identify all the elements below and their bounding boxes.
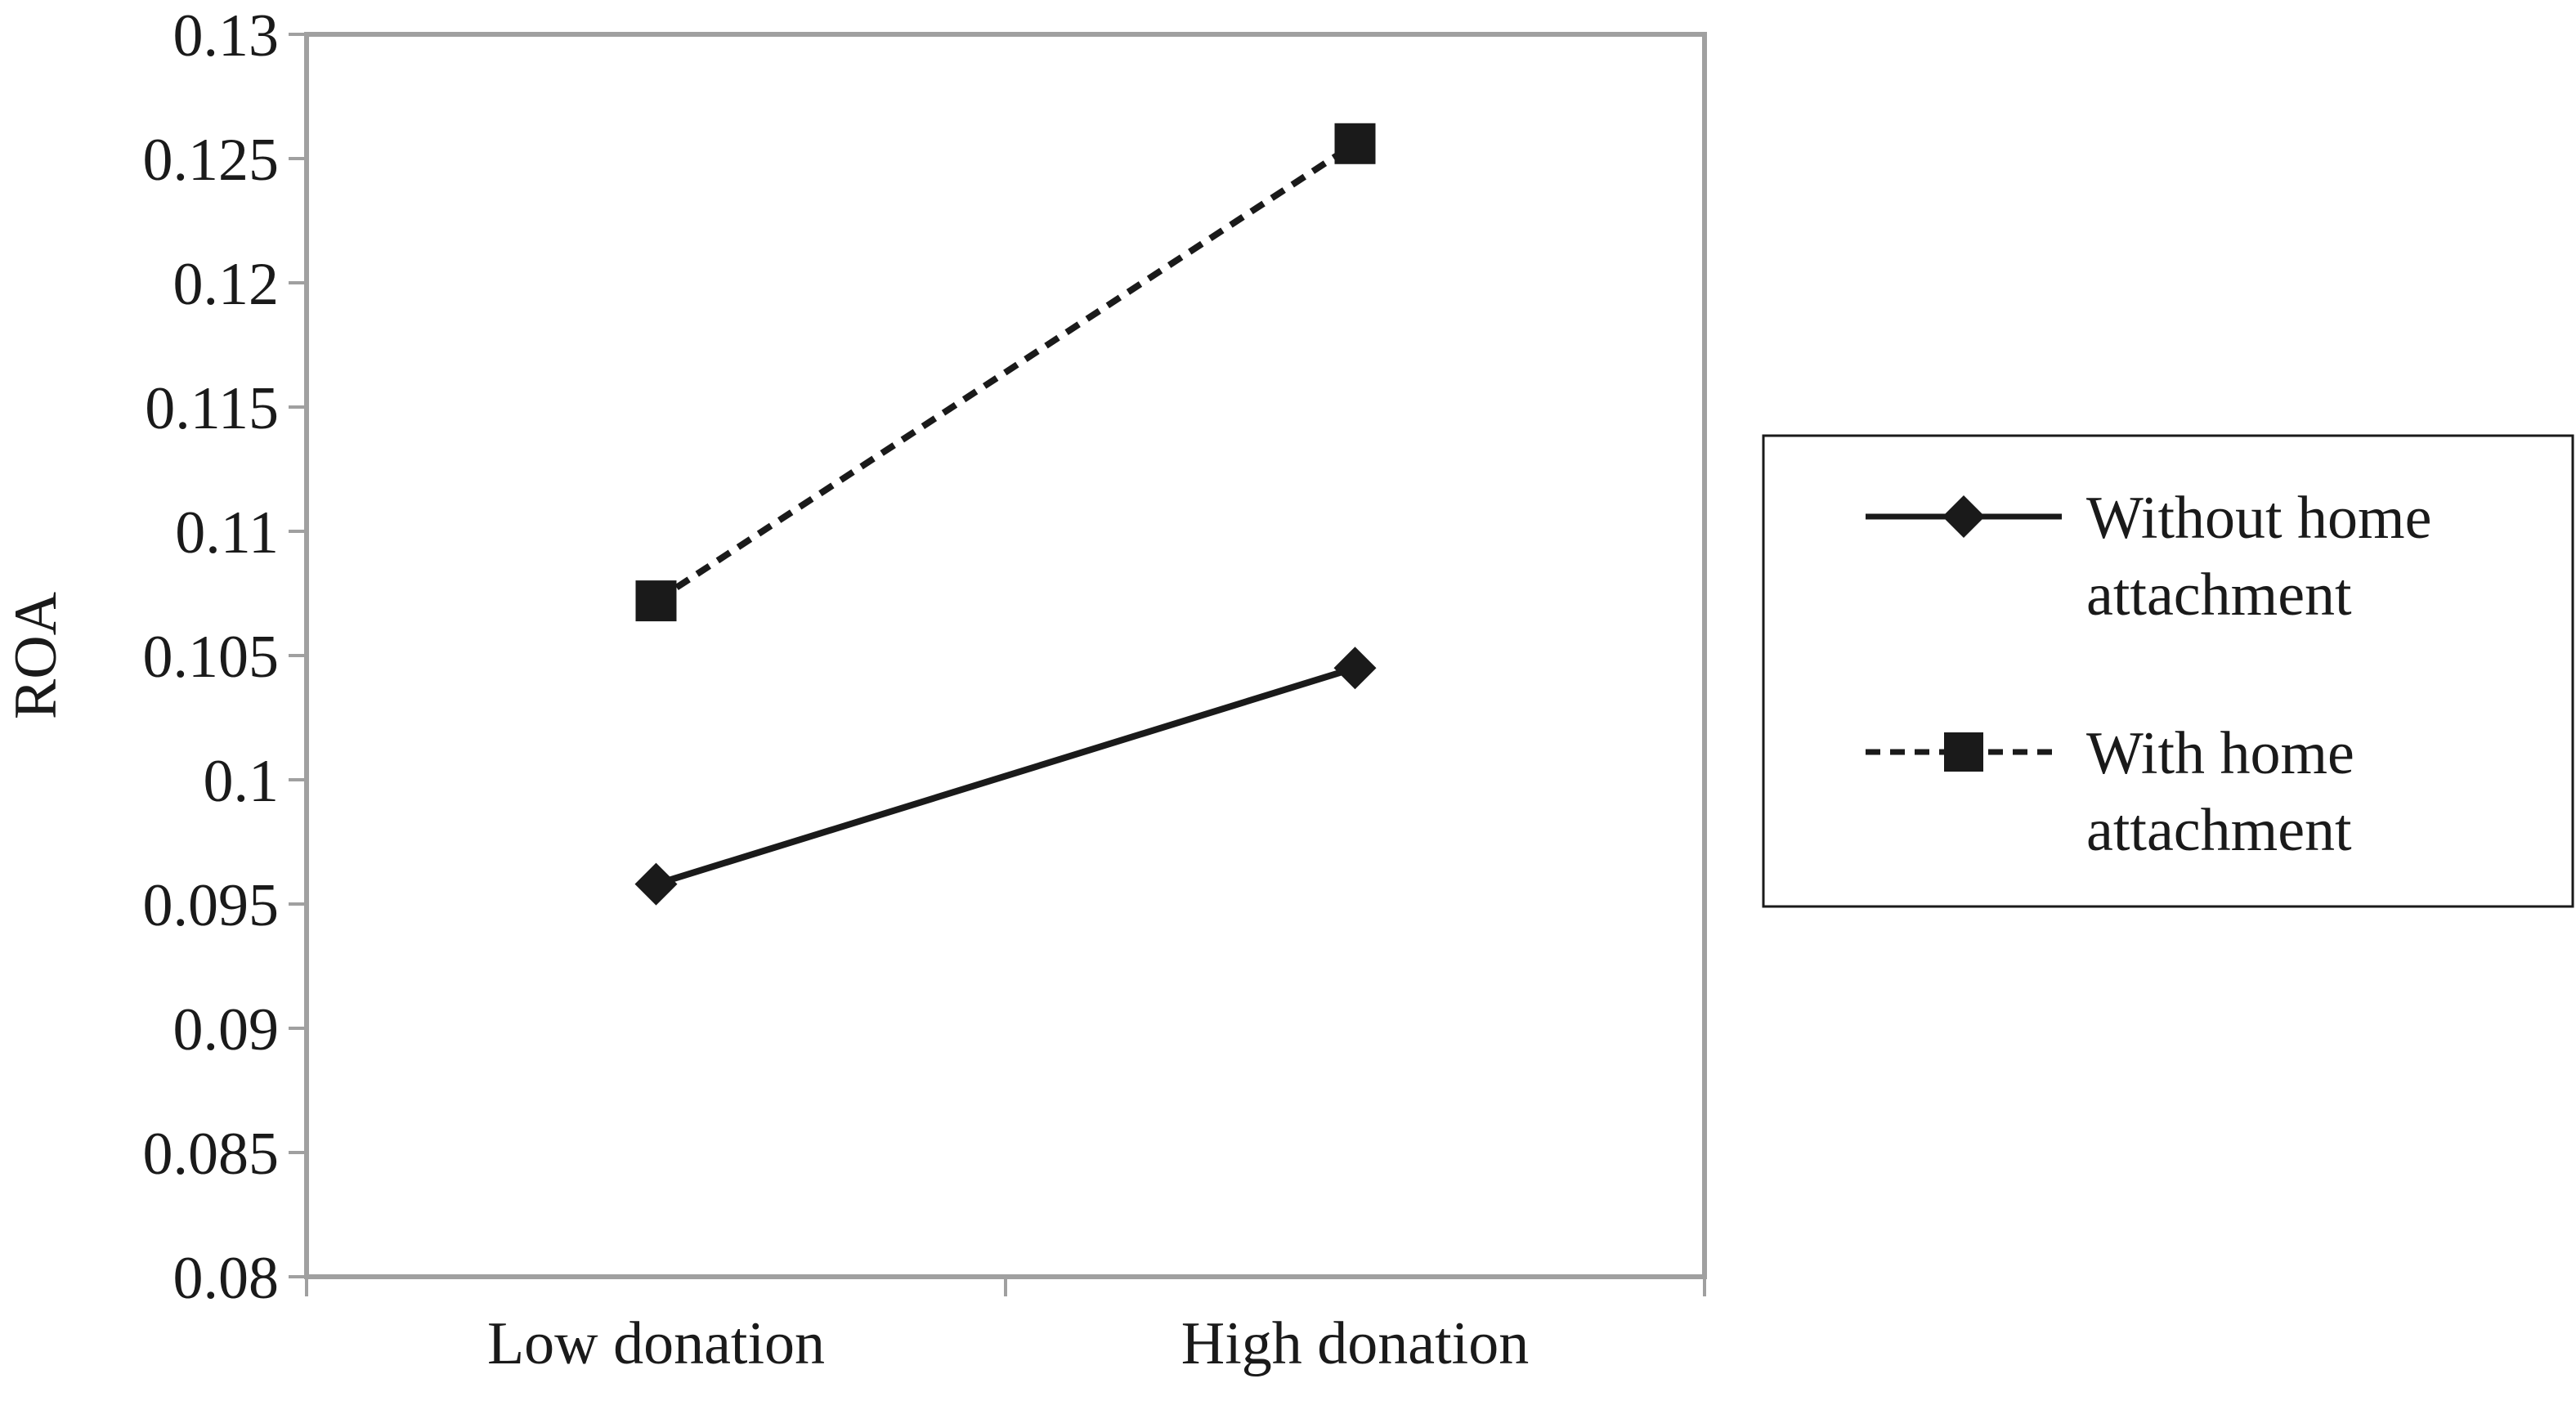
- series-without-home-attachment: [634, 647, 1377, 906]
- data-point-diamond: [1333, 647, 1377, 690]
- y-tick-label: 0.08: [173, 1245, 280, 1312]
- x-tick-label: Low donation: [487, 1310, 825, 1377]
- x-axis: Low donation High donation: [305, 1277, 1706, 1377]
- y-tick-label: 0.095: [143, 872, 280, 939]
- series-line: [654, 141, 1357, 604]
- y-axis: 0.08 0.085 0.09 0.095 0.1 0.105 0.11 0.115 0.12 0…: [143, 2, 307, 1312]
- legend: Without home attachment With home attach…: [1762, 434, 2574, 908]
- legend-square-marker: [1944, 732, 1983, 772]
- data-point-square: [635, 580, 677, 622]
- series-layer: [634, 123, 1377, 906]
- legend-item-without-home-attachment: Without home attachment: [1866, 485, 2431, 629]
- legend-item-with-home-attachment: With home attachment: [1866, 720, 2354, 864]
- legend-label-line2: attachment: [2086, 797, 2352, 864]
- legend-label-line2: attachment: [2086, 562, 2352, 629]
- y-tick-label: 0.125: [143, 127, 280, 194]
- legend-diamond-marker: [1942, 495, 1985, 538]
- legend-label-line1: Without home: [2086, 485, 2431, 552]
- x-tick-label: High donation: [1181, 1310, 1529, 1377]
- data-point-diamond: [634, 862, 678, 906]
- y-tick-label: 0.13: [173, 2, 280, 69]
- y-tick-label: 0.105: [143, 624, 280, 691]
- y-axis-title: ROA: [2, 592, 69, 719]
- plot-frame: [304, 32, 1707, 1279]
- y-tick-label: 0.11: [175, 499, 279, 566]
- series-line: [655, 665, 1356, 888]
- y-tick-label: 0.1: [204, 748, 280, 815]
- y-tick-label: 0.12: [173, 251, 280, 318]
- y-tick-label: 0.09: [173, 996, 280, 1063]
- legend-label-line1: With home: [2086, 720, 2354, 787]
- series-with-home-attachment: [635, 123, 1376, 622]
- y-tick-label: 0.115: [145, 375, 279, 442]
- y-tick-label: 0.085: [143, 1121, 280, 1188]
- data-point-square: [1334, 123, 1376, 164]
